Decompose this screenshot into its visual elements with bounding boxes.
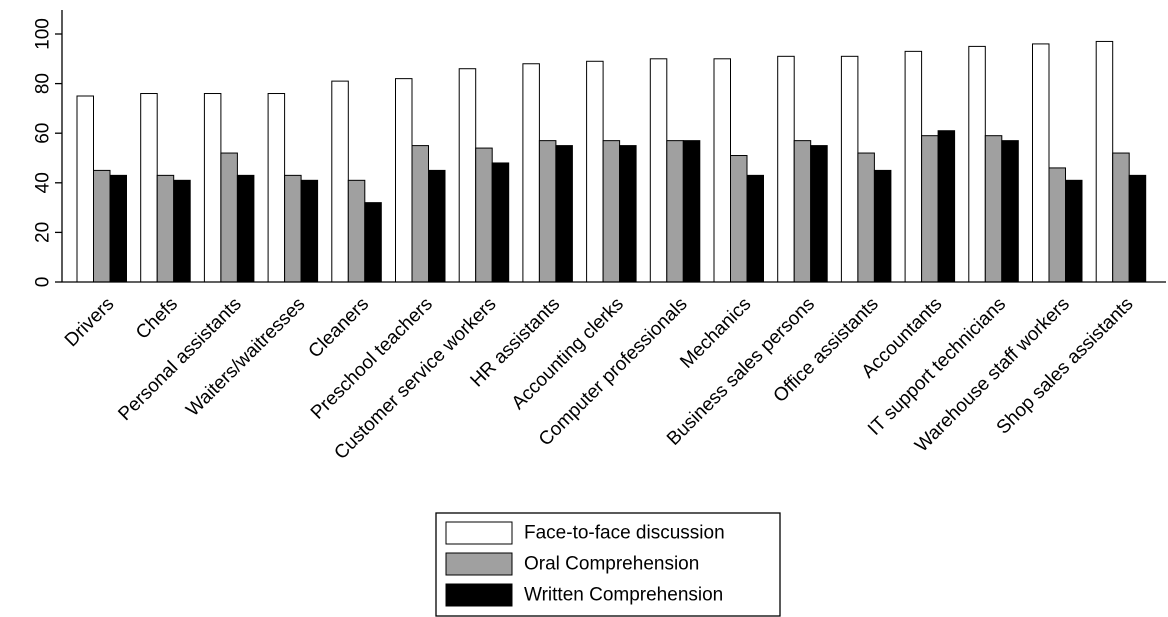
y-tick-label: 40 — [33, 172, 54, 193]
y-tick-label: 0 — [33, 277, 54, 288]
bar-group — [1032, 43, 1083, 283]
legend-item: Written Comprehension — [445, 583, 723, 607]
bar-group — [840, 55, 892, 283]
y-tick-label: 80 — [33, 73, 54, 94]
x-tick-label: Accounting clerks — [508, 294, 628, 414]
bar-group — [203, 93, 255, 283]
bar-group — [140, 93, 191, 283]
bar — [666, 140, 684, 283]
bar — [1065, 179, 1083, 283]
bar — [538, 140, 557, 283]
bar-group — [76, 95, 127, 283]
bar — [746, 174, 764, 283]
bar — [203, 93, 222, 283]
bar — [395, 78, 413, 283]
bar — [730, 155, 748, 283]
legend-swatch — [445, 552, 513, 576]
bar-group — [586, 60, 637, 283]
bar — [619, 145, 637, 283]
legend-item: Face-to-face discussion — [445, 521, 725, 545]
bar — [649, 58, 668, 283]
bar — [1095, 40, 1114, 283]
bar — [300, 179, 319, 283]
x-tick-label: Preschool teachers — [307, 294, 437, 424]
bar — [491, 162, 510, 283]
legend-swatch — [445, 521, 513, 545]
bar-group — [395, 78, 446, 283]
bar — [220, 152, 238, 283]
bar — [1032, 43, 1050, 283]
legend-label: Oral Comprehension — [524, 554, 699, 575]
bar — [682, 140, 701, 283]
legend-item: Oral Comprehension — [445, 552, 699, 576]
bar-group — [649, 58, 701, 283]
bar — [713, 58, 731, 283]
bar — [1048, 167, 1066, 283]
bar-group — [968, 45, 1019, 283]
bar — [76, 95, 94, 283]
x-tick-label: Chefs — [132, 294, 182, 344]
bar-group — [522, 63, 573, 283]
bar — [602, 140, 621, 283]
legend-label: Face-to-face discussion — [524, 523, 725, 544]
bar — [873, 169, 892, 283]
x-tick-label: Waiters/waitresses — [182, 294, 309, 421]
bar — [937, 130, 956, 283]
bar — [522, 63, 540, 283]
bar-group — [267, 93, 319, 283]
bar — [921, 135, 939, 283]
bar — [236, 174, 255, 283]
bar — [331, 80, 349, 283]
bar — [793, 140, 812, 283]
bar-group — [331, 80, 382, 283]
bar — [586, 60, 604, 283]
legend-label: Written Comprehension — [524, 585, 723, 606]
bar — [555, 145, 573, 283]
bar — [777, 55, 795, 283]
bar — [968, 45, 986, 283]
bar-group — [458, 68, 510, 283]
legend: Face-to-face discussion Oral Comprehensio… — [435, 512, 781, 617]
bar — [428, 169, 446, 283]
bar — [984, 135, 1003, 283]
bar-group — [713, 58, 764, 283]
bar — [267, 93, 286, 283]
bar — [411, 145, 429, 283]
bar — [475, 147, 493, 283]
bars — [76, 40, 1147, 283]
bar — [347, 179, 366, 283]
bar — [173, 179, 191, 283]
bar — [284, 174, 302, 283]
bar-group — [777, 55, 828, 283]
bar — [140, 93, 158, 283]
bar — [156, 174, 175, 283]
x-tick-label: Drivers — [61, 294, 118, 351]
bar — [364, 202, 382, 283]
x-tick-label: Personal assistants — [114, 294, 245, 425]
bar — [1128, 174, 1147, 283]
y-tick-label: 60 — [33, 123, 54, 144]
bar — [1112, 152, 1130, 283]
bar-group — [1095, 40, 1147, 283]
y-tick-label: 20 — [33, 222, 54, 243]
bar — [840, 55, 859, 283]
y-axis: 0 20 40 60 80 100 — [33, 10, 63, 287]
bar-group — [904, 50, 956, 283]
legend-swatch — [445, 583, 513, 607]
bar — [1001, 140, 1019, 283]
bar — [857, 152, 875, 283]
bar — [109, 174, 127, 283]
bar — [904, 50, 923, 283]
bar — [93, 169, 111, 283]
bar — [810, 145, 828, 283]
y-tick-label: 100 — [33, 18, 54, 50]
bar — [458, 68, 477, 283]
